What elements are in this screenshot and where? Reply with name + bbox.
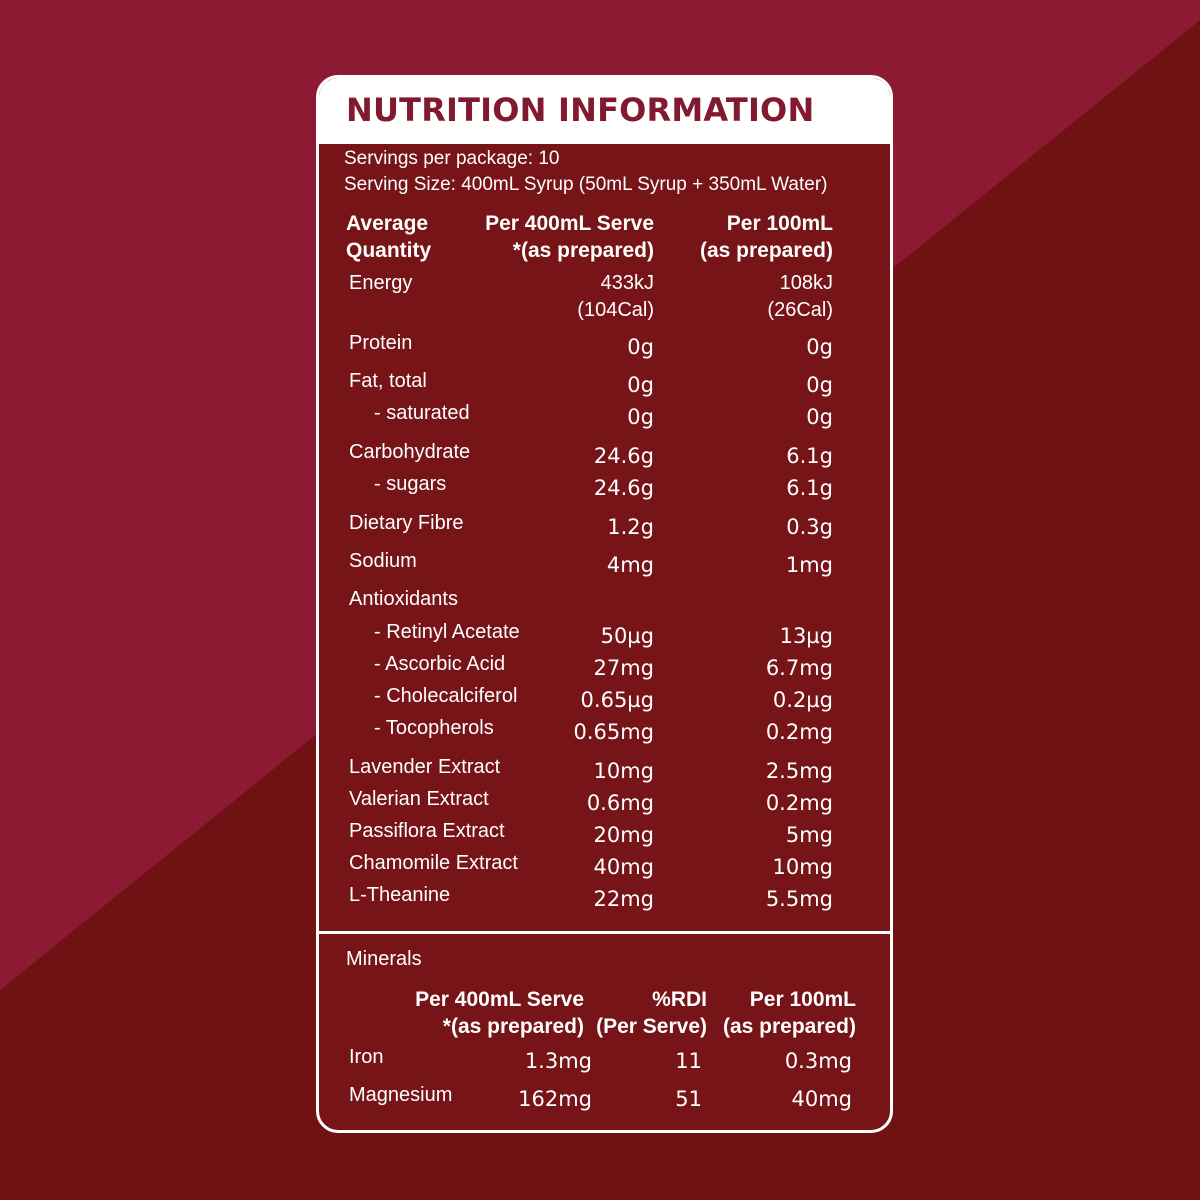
row-value-serve: 0.65mg <box>573 720 654 744</box>
header-per-100-line1: Per 100mL <box>726 212 833 235</box>
row-value-serve: 0.6mg <box>586 791 654 815</box>
row-value-per100: 10mg <box>772 855 833 879</box>
row-value-per100: 6.1g <box>786 476 833 500</box>
minerals-row-label: Iron <box>349 1046 384 1068</box>
header-per-serve-line1: Per 400mL Serve <box>485 212 654 235</box>
panel-header: NUTRITION INFORMATION <box>319 78 890 144</box>
minerals-row-serve: 1.3mg <box>524 1049 592 1073</box>
row-label: L-Theanine <box>349 884 451 906</box>
row-value-serve: 0.65µg <box>580 688 654 712</box>
row-label: Passiflora Extract <box>349 820 505 842</box>
row-value-per100: 0g <box>806 335 833 359</box>
row-label: - Cholecalciferol <box>374 685 518 707</box>
row-label-energy: Energy <box>349 272 413 294</box>
minerals-row-rdi: 11 <box>675 1049 702 1073</box>
energy-per-100ml: 108kJ (26Cal) <box>767 270 833 324</box>
row-value-serve: 24.6g <box>593 444 654 468</box>
row-label: Chamomile Extract <box>349 852 518 874</box>
minerals-header-per-100-line2: (as prepared) <box>722 1015 856 1038</box>
servings-per-package: Servings per package: 10 <box>344 148 560 169</box>
minerals-header-rdi-line2: (Per Serve) <box>596 1015 707 1038</box>
energy-per100-cal: (26Cal) <box>767 299 833 321</box>
row-value-serve: 40mg <box>593 855 654 879</box>
row-value-per100: 6.1g <box>786 444 833 468</box>
row-value-serve: 4mg <box>606 553 654 577</box>
row-value-per100: 6.7mg <box>765 656 833 680</box>
header-per-100ml: Per 100mL (as prepared) <box>700 210 833 264</box>
row-value-per100: 0.2mg <box>765 791 833 815</box>
row-label: - Tocopherols <box>374 717 494 739</box>
minerals-header-per-serve-line2: *(as prepared) <box>442 1015 584 1038</box>
energy-serve-cal: (104Cal) <box>577 299 654 321</box>
row-value-per100: 0g <box>806 405 833 429</box>
section-divider <box>319 931 890 934</box>
row-label: - Retinyl Acetate <box>374 621 520 643</box>
row-label: Protein <box>349 332 413 354</box>
row-value-per100: 0.2mg <box>765 720 833 744</box>
row-value-serve: 1.2g <box>607 515 654 539</box>
row-label: Carbohydrate <box>349 441 471 463</box>
minerals-header-rdi-line1: %RDI <box>652 988 707 1011</box>
row-value-serve: 20mg <box>593 823 654 847</box>
row-value-per100: 0g <box>806 373 833 397</box>
row-label: Valerian Extract <box>349 788 489 810</box>
minerals-row-rdi: 51 <box>675 1087 702 1111</box>
row-value-serve: 50µg <box>600 624 654 648</box>
energy-per100-kj: 108kJ <box>779 272 833 294</box>
header-per-serve-line2: *(as prepared) <box>512 239 654 262</box>
panel-title: NUTRITION INFORMATION <box>346 91 815 129</box>
row-value-per100: 5.5mg <box>765 887 833 911</box>
row-label: Lavender Extract <box>349 756 501 778</box>
row-value-per100: 13µg <box>779 624 833 648</box>
minerals-header-rdi: %RDI (Per Serve) <box>596 986 707 1040</box>
minerals-header-per-100-line1: Per 100mL <box>749 988 856 1011</box>
row-value-serve: 0g <box>627 405 654 429</box>
header-quantity-line1: Average <box>346 212 429 235</box>
row-value-per100: 2.5mg <box>765 759 833 783</box>
row-value-serve: 27mg <box>593 656 654 680</box>
row-value-per100: 5mg <box>785 823 833 847</box>
minerals-header-per-serve: Per 400mL Serve *(as prepared) <box>415 986 584 1040</box>
row-label: - sugars <box>374 473 447 495</box>
minerals-row-per100: 0.3mg <box>784 1049 852 1073</box>
row-value-serve: 10mg <box>593 759 654 783</box>
minerals-row-label: Magnesium <box>349 1084 453 1106</box>
row-label: - Ascorbic Acid <box>374 653 506 675</box>
header-per-100-line2: (as prepared) <box>699 239 833 262</box>
row-value-per100: 1mg <box>785 553 833 577</box>
row-value-per100: 0.2µg <box>772 688 833 712</box>
row-value-per100: 0.3g <box>786 515 833 539</box>
minerals-header-per-100ml: Per 100mL (as prepared) <box>723 986 856 1040</box>
minerals-row-serve: 162mg <box>518 1087 592 1111</box>
row-value-serve: 0g <box>627 335 654 359</box>
minerals-header-per-serve-line1: Per 400mL Serve <box>415 988 584 1011</box>
header-average-quantity: Average Quantity <box>346 210 431 264</box>
minerals-row-per100: 40mg <box>791 1087 852 1111</box>
row-value-serve: 22mg <box>593 887 654 911</box>
row-label: Dietary Fibre <box>349 512 464 534</box>
header-quantity-line2: Quantity <box>346 239 432 262</box>
row-label-antioxidants: Antioxidants <box>349 588 458 610</box>
row-label: - saturated <box>374 402 470 424</box>
energy-per-serve: 433kJ (104Cal) <box>577 270 654 324</box>
row-label: Sodium <box>349 550 417 572</box>
row-label: Fat, total <box>349 370 427 392</box>
nutrition-panel: NUTRITION INFORMATION Servings per packa… <box>316 75 893 1133</box>
energy-serve-kj: 433kJ <box>600 272 654 294</box>
row-value-serve: 0g <box>627 373 654 397</box>
header-per-serve: Per 400mL Serve *(as prepared) <box>485 210 654 264</box>
serving-size: Serving Size: 400mL Syrup (50mL Syrup + … <box>344 174 828 195</box>
row-value-serve: 24.6g <box>593 476 654 500</box>
minerals-label: Minerals <box>346 948 422 970</box>
